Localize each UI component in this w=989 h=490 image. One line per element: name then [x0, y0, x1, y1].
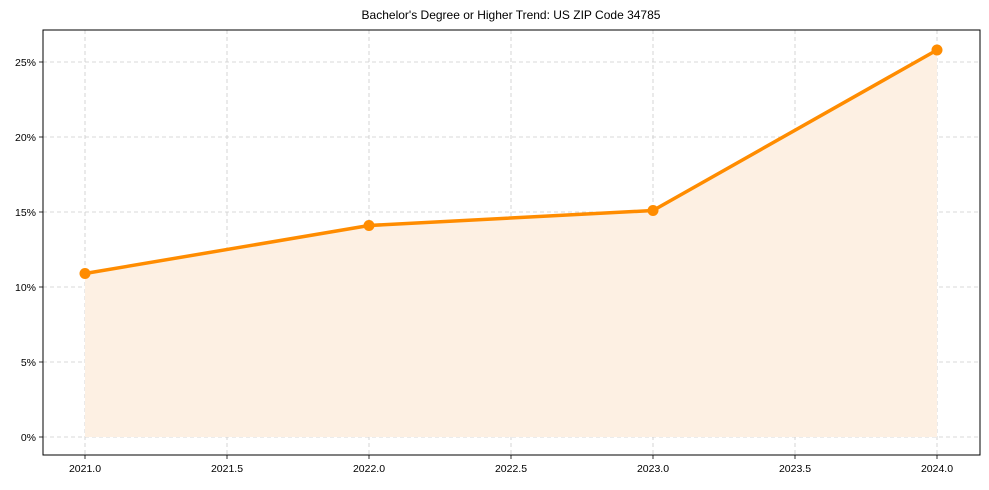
x-tick-label: 2022.0	[353, 463, 385, 475]
chart-title: Bachelor's Degree or Higher Trend: US ZI…	[362, 8, 661, 22]
x-tick-label: 2023.5	[779, 463, 811, 475]
x-tick-label: 2024.0	[921, 463, 953, 475]
data-point-marker	[931, 44, 943, 56]
data-line	[84, 48, 938, 276]
y-tick-label: 10%	[15, 282, 36, 294]
y-tick-label: 20%	[15, 132, 36, 144]
y-tick-label: 15%	[15, 207, 36, 219]
x-tick-label: 2021.0	[69, 463, 101, 475]
x-tick-label: 2023.0	[637, 463, 669, 475]
x-tick-label: 2021.5	[211, 463, 243, 475]
y-tick-label: 5%	[21, 357, 36, 369]
x-tick-label: 2022.5	[495, 463, 527, 475]
series-line	[84, 48, 938, 276]
data-point-marker	[79, 268, 91, 279]
data-markers	[79, 44, 943, 279]
y-axis: 0% 5% 10% 15% 20% 25%	[15, 57, 43, 444]
area-polygon	[85, 50, 937, 437]
y-tick-label: 0%	[21, 432, 36, 444]
area-fill	[85, 50, 937, 437]
y-tick-label: 25%	[15, 57, 36, 69]
x-axis: 2021.0 2021.5 2022.0 2022.5 2023.0 2023.5 2024…	[69, 455, 953, 475]
data-point-marker	[647, 205, 659, 216]
plot-frame	[42, 29, 981, 456]
data-point-marker	[363, 220, 375, 231]
